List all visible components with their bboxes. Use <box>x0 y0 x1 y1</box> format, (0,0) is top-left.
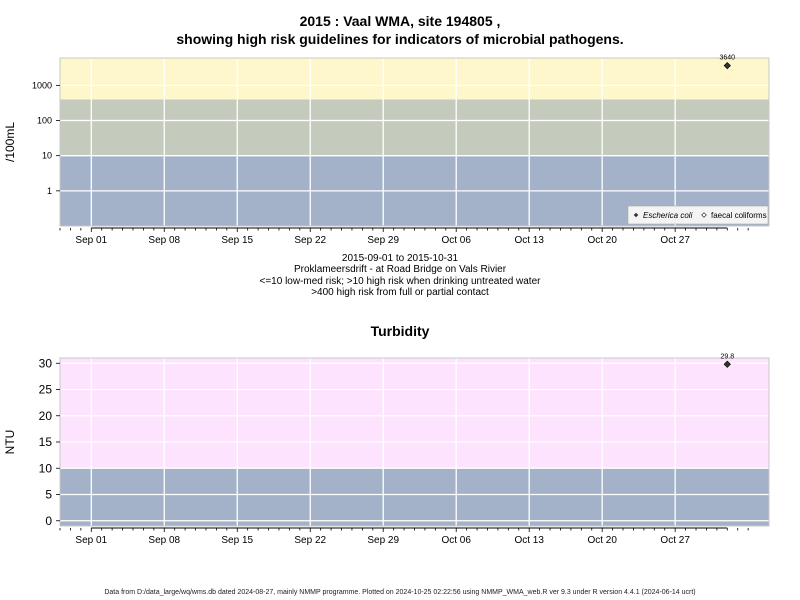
plot-frame <box>59 57 770 227</box>
x-tick-label: Oct 27 <box>660 535 690 546</box>
y-tick-label: 25 <box>39 383 53 397</box>
caption-date-range: 2015-09-01 to 2015-10-31 <box>341 253 459 264</box>
risk-band-2 <box>60 58 769 100</box>
x-tick-label: Sep 08 <box>148 235 180 246</box>
x-tick-label: Oct 27 <box>660 235 690 246</box>
turbidity-title: Turbidity <box>370 323 430 339</box>
risk-band-0 <box>60 468 769 526</box>
x-tick-label: Oct 06 <box>441 535 471 546</box>
risk-band-1 <box>60 358 769 469</box>
x-tick-label: Sep 15 <box>221 235 253 246</box>
data-label: 29.8 <box>720 353 734 360</box>
caption-site: Proklameersdrift - at Road Bridge on Val… <box>293 264 507 275</box>
x-tick-label: Sep 29 <box>367 535 399 546</box>
y-tick-label: 20 <box>39 409 53 423</box>
x-tick-label: Sep 22 <box>294 235 326 246</box>
data-point <box>723 360 731 368</box>
legend-marker-faecal <box>701 212 707 218</box>
y-tick-label: 5 <box>45 488 52 502</box>
caption-risk-high: >400 high risk from full or partial cont… <box>311 287 489 298</box>
y-tick-label: 30 <box>39 356 53 370</box>
y-axis-label: /100mL <box>3 122 17 162</box>
y-axis-label: NTU <box>3 430 17 455</box>
legend-label-faecal: faecal coliforms <box>711 211 767 220</box>
data-label: 3640 <box>720 55 736 62</box>
x-tick-label: Oct 13 <box>514 535 544 546</box>
chart-title-line-2: showing high risk guidelines for indicat… <box>176 31 624 47</box>
risk-band-1 <box>60 99 769 156</box>
x-tick-label: Sep 15 <box>221 535 253 546</box>
microbial-chart: Sep 01 Sep 08 Sep 15 Sep 22 Sep 29 Oct 06 Oct … <box>3 55 770 246</box>
legend-box <box>627 205 769 225</box>
chart-title-line-1: 2015 : Vaal WMA, site 194805 , <box>299 13 501 29</box>
x-tick-label: Sep 29 <box>367 235 399 246</box>
y-tick-label: 15 <box>39 435 53 449</box>
data-point <box>723 62 731 70</box>
turbidity-chart: Sep 01 Sep 08 Sep 15 Sep 22 Sep 29 Oct 06 Oct … <box>3 353 770 546</box>
x-tick-label: Oct 20 <box>587 535 617 546</box>
y-tick-label: 1000 <box>32 80 52 90</box>
x-tick-label: Sep 08 <box>148 535 180 546</box>
caption-risk-low: <=10 low-med risk; >10 high risk when dr… <box>259 276 541 287</box>
y-tick-label: 1 <box>47 186 52 196</box>
x-tick-label: Sep 01 <box>75 235 107 246</box>
footer-note: Data from D:/data_large/wq/wms.db dated … <box>104 589 696 596</box>
x-tick-label: Oct 20 <box>587 235 617 246</box>
y-tick-label: 10 <box>39 461 53 475</box>
x-tick-label: Oct 06 <box>441 235 471 246</box>
x-tick-label: Oct 13 <box>514 235 544 246</box>
x-tick-label: Sep 01 <box>75 535 107 546</box>
y-tick-label: 0 <box>45 514 52 528</box>
legend-marker-ecoli <box>633 212 639 218</box>
y-tick-label: 10 <box>42 151 52 161</box>
legend-label-ecoli: Escherica coli <box>643 211 693 220</box>
x-tick-label: Sep 22 <box>294 535 326 546</box>
y-tick-label: 100 <box>37 116 52 126</box>
